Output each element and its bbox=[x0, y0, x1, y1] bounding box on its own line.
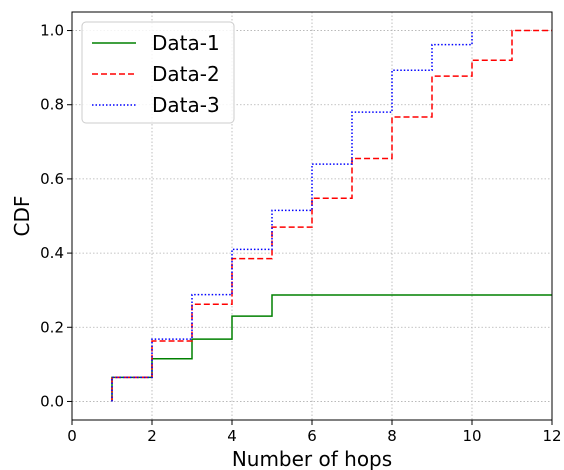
y-tick-label: 0.6 bbox=[40, 170, 64, 188]
y-tick-label: 0.2 bbox=[40, 318, 64, 336]
series-line-2 bbox=[111, 29, 552, 402]
legend-label-2: Data-2 bbox=[152, 62, 220, 86]
x-tick-label: 10 bbox=[462, 427, 481, 445]
y-tick-label: 0.4 bbox=[40, 244, 64, 262]
legend-label-3: Data-3 bbox=[152, 93, 220, 117]
legend-box bbox=[81, 21, 235, 124]
y-tick-label: 1.0 bbox=[40, 22, 64, 40]
x-tick-label: 8 bbox=[387, 427, 397, 445]
legend-label-1: Data-1 bbox=[152, 31, 220, 55]
legend: Data-1 Data-2 Data-3 bbox=[81, 21, 235, 124]
plot-series bbox=[111, 29, 552, 402]
y-axis-ticks: 0.0 0.2 0.4 0.6 0.8 1.0 bbox=[40, 22, 72, 410]
series-line-3 bbox=[111, 30, 473, 402]
y-tick-label: 0.0 bbox=[40, 392, 64, 410]
x-axis-label: Number of hops bbox=[232, 447, 392, 470]
x-axis-ticks: 0 2 4 6 8 10 12 bbox=[67, 420, 562, 445]
y-tick-label: 0.8 bbox=[40, 96, 64, 114]
x-tick-label: 12 bbox=[542, 427, 561, 445]
x-tick-label: 2 bbox=[147, 427, 157, 445]
x-tick-label: 4 bbox=[227, 427, 237, 445]
y-axis-label: CDF bbox=[10, 196, 34, 237]
x-tick-label: 6 bbox=[307, 427, 317, 445]
x-tick-label: 0 bbox=[67, 427, 77, 445]
